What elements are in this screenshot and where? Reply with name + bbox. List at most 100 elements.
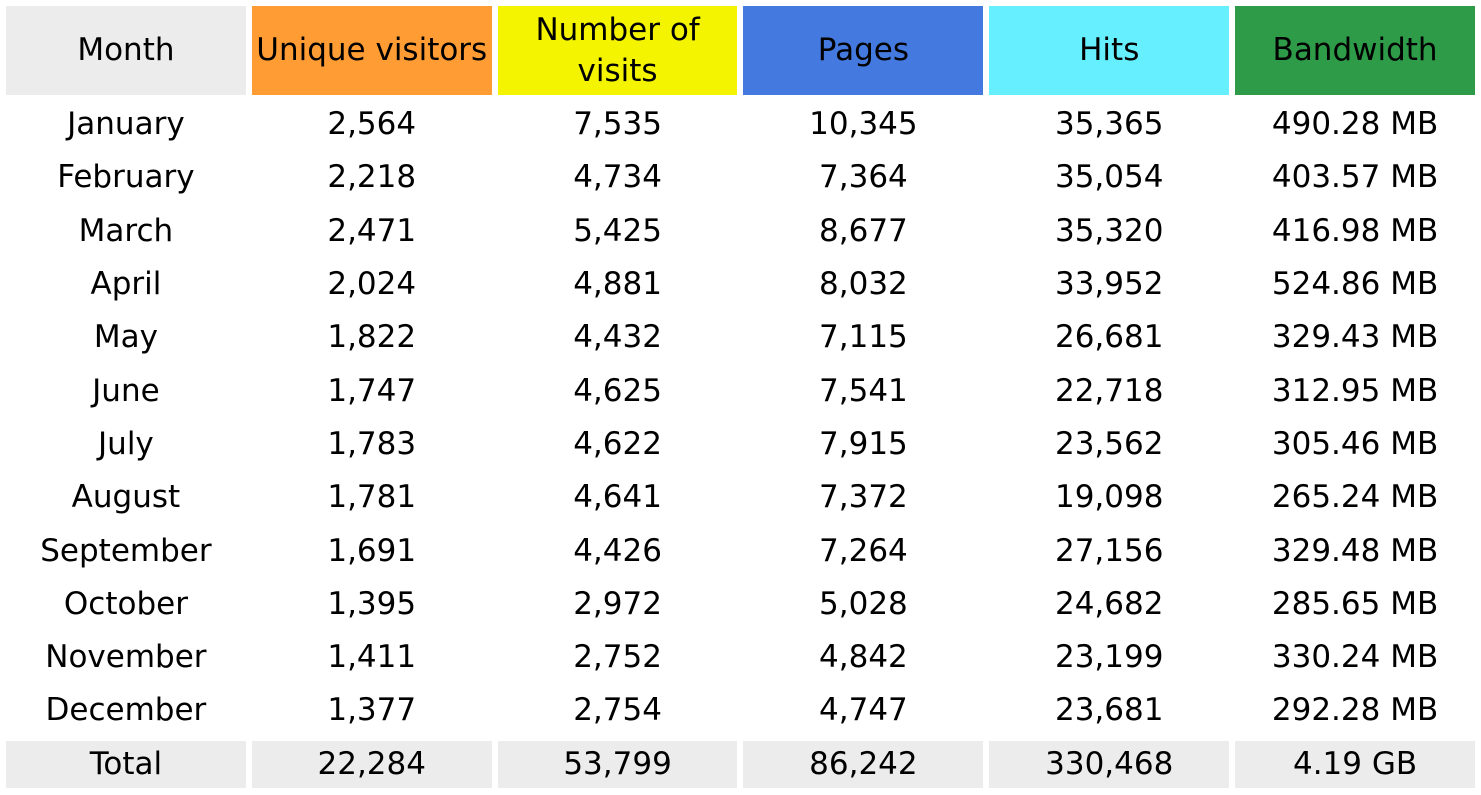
cell-hits: 35,365 xyxy=(1054,106,1164,143)
total-hits: 330,468 xyxy=(989,740,1230,788)
cell-unique: 2,218 xyxy=(327,159,417,196)
header-row: Month Unique visitors Number of visits P… xyxy=(6,6,1475,95)
column-header-number-of-visits: Number of visits xyxy=(497,6,738,95)
cell-pages: 7,372 xyxy=(819,479,908,516)
table-row: January 2,564 7,535 10,345 35,365 490.28 MB xyxy=(6,101,1475,148)
cell-bandwidth: 292.28 MB xyxy=(1271,692,1439,729)
cell-unique: 2,564 xyxy=(327,106,417,143)
table-body: January 2,564 7,535 10,345 35,365 490.28 MB Fe… xyxy=(6,101,1475,735)
cell-hits: 35,054 xyxy=(1054,159,1164,196)
cell-hits: 26,681 xyxy=(1054,319,1164,356)
cell-visits: 4,641 xyxy=(573,479,662,516)
table-row: October 1,395 2,972 5,028 24,682 285.65 MB xyxy=(6,581,1475,628)
cell-visits: 7,535 xyxy=(573,106,662,143)
table-row: April 2,024 4,881 8,032 33,952 524.86 MB xyxy=(6,261,1475,308)
cell-bandwidth: 329.43 MB xyxy=(1271,319,1439,356)
cell-hits: 23,562 xyxy=(1054,425,1164,462)
cell-pages: 8,032 xyxy=(819,266,908,303)
cell-visits: 2,754 xyxy=(573,692,662,729)
total-row: Total 22,284 53,799 86,242 330,468 4.19 … xyxy=(6,740,1475,788)
cell-bandwidth: 265.24 MB xyxy=(1271,479,1439,516)
cell-hits: 23,681 xyxy=(1054,692,1164,729)
column-header-pages: Pages xyxy=(743,6,984,95)
cell-unique: 1,822 xyxy=(327,319,417,356)
cell-bandwidth: 403.57 MB xyxy=(1271,159,1439,196)
cell-month: May xyxy=(93,319,158,356)
cell-hits: 23,199 xyxy=(1054,639,1164,676)
cell-month: March xyxy=(78,212,174,249)
table-row: July 1,783 4,622 7,915 23,562 305.46 MB xyxy=(6,421,1475,468)
cell-hits: 27,156 xyxy=(1054,532,1164,569)
cell-bandwidth: 416.98 MB xyxy=(1271,212,1439,249)
table-row: September 1,691 4,426 7,264 27,156 329.48 MB xyxy=(6,527,1475,574)
cell-visits: 5,425 xyxy=(573,212,662,249)
cell-unique: 1,691 xyxy=(327,532,417,569)
total-unique-visitors: 22,284 xyxy=(251,740,492,788)
table-row: November 1,411 2,752 4,842 23,199 330.24 MB xyxy=(6,634,1475,681)
cell-visits: 2,972 xyxy=(573,585,662,622)
total-pages: 86,242 xyxy=(743,740,984,788)
cell-unique: 1,747 xyxy=(327,372,417,409)
cell-pages: 7,541 xyxy=(819,372,908,409)
total-label: Total xyxy=(6,740,246,788)
column-header-hits: Hits xyxy=(989,6,1230,95)
total-number-of-visits: 53,799 xyxy=(497,740,738,788)
table-row: June 1,747 4,625 7,541 22,718 312.95 MB xyxy=(6,367,1475,414)
cell-month: December xyxy=(45,692,207,729)
cell-pages: 7,364 xyxy=(819,159,908,196)
cell-pages: 7,115 xyxy=(819,319,908,356)
cell-visits: 2,752 xyxy=(573,639,662,676)
cell-bandwidth: 285.65 MB xyxy=(1271,585,1439,622)
cell-unique: 1,411 xyxy=(327,639,417,676)
cell-month: June xyxy=(92,372,160,409)
cell-pages: 5,028 xyxy=(819,585,908,622)
cell-bandwidth: 330.24 MB xyxy=(1271,639,1439,676)
cell-pages: 4,842 xyxy=(819,639,908,676)
cell-month: September xyxy=(40,532,212,569)
cell-bandwidth: 305.46 MB xyxy=(1271,425,1439,462)
cell-hits: 19,098 xyxy=(1054,479,1164,516)
table-row: May 1,822 4,432 7,115 26,681 329.43 MB xyxy=(6,314,1475,361)
table-row: August 1,781 4,641 7,372 19,098 265.24 MB xyxy=(6,474,1475,521)
cell-unique: 1,781 xyxy=(327,479,417,516)
cell-bandwidth: 490.28 MB xyxy=(1271,106,1439,143)
table-row: March 2,471 5,425 8,677 35,320 416.98 MB xyxy=(6,208,1475,255)
cell-unique: 1,783 xyxy=(327,425,417,462)
cell-pages: 4,747 xyxy=(819,692,908,729)
cell-visits: 4,426 xyxy=(573,532,662,569)
cell-unique: 2,471 xyxy=(327,212,417,249)
cell-pages: 8,677 xyxy=(819,212,908,249)
cell-hits: 33,952 xyxy=(1054,266,1164,303)
column-header-month: Month xyxy=(6,6,246,95)
cell-month: July xyxy=(98,425,154,462)
cell-month: April xyxy=(90,266,162,303)
cell-hits: 22,718 xyxy=(1054,372,1164,409)
cell-bandwidth: 524.86 MB xyxy=(1271,266,1439,303)
cell-hits: 35,320 xyxy=(1054,212,1164,249)
cell-month: February xyxy=(57,159,195,196)
cell-hits: 24,682 xyxy=(1054,585,1164,622)
cell-month: November xyxy=(45,639,207,676)
cell-unique: 1,377 xyxy=(327,692,417,729)
table-row: February 2,218 4,734 7,364 35,054 403.57 MB xyxy=(6,154,1475,201)
cell-unique: 2,024 xyxy=(327,266,417,303)
table-row: December 1,377 2,754 4,747 23,681 292.28 MB xyxy=(6,687,1475,734)
cell-unique: 1,395 xyxy=(327,585,417,622)
cell-bandwidth: 312.95 MB xyxy=(1271,372,1439,409)
total-bandwidth: 4.19 GB xyxy=(1235,740,1475,788)
cell-month: January xyxy=(67,106,185,143)
cell-visits: 4,734 xyxy=(573,159,662,196)
cell-visits: 4,625 xyxy=(573,372,662,409)
cell-bandwidth: 329.48 MB xyxy=(1271,532,1439,569)
cell-month: August xyxy=(71,479,181,516)
cell-visits: 4,881 xyxy=(573,266,662,303)
cell-pages: 10,345 xyxy=(809,106,918,143)
cell-pages: 7,915 xyxy=(819,425,908,462)
cell-month: October xyxy=(63,585,188,622)
cell-visits: 4,622 xyxy=(573,425,662,462)
column-header-bandwidth: Bandwidth xyxy=(1235,6,1475,95)
cell-visits: 4,432 xyxy=(573,319,662,356)
cell-pages: 7,264 xyxy=(819,532,908,569)
column-header-unique-visitors: Unique visitors xyxy=(251,6,492,95)
